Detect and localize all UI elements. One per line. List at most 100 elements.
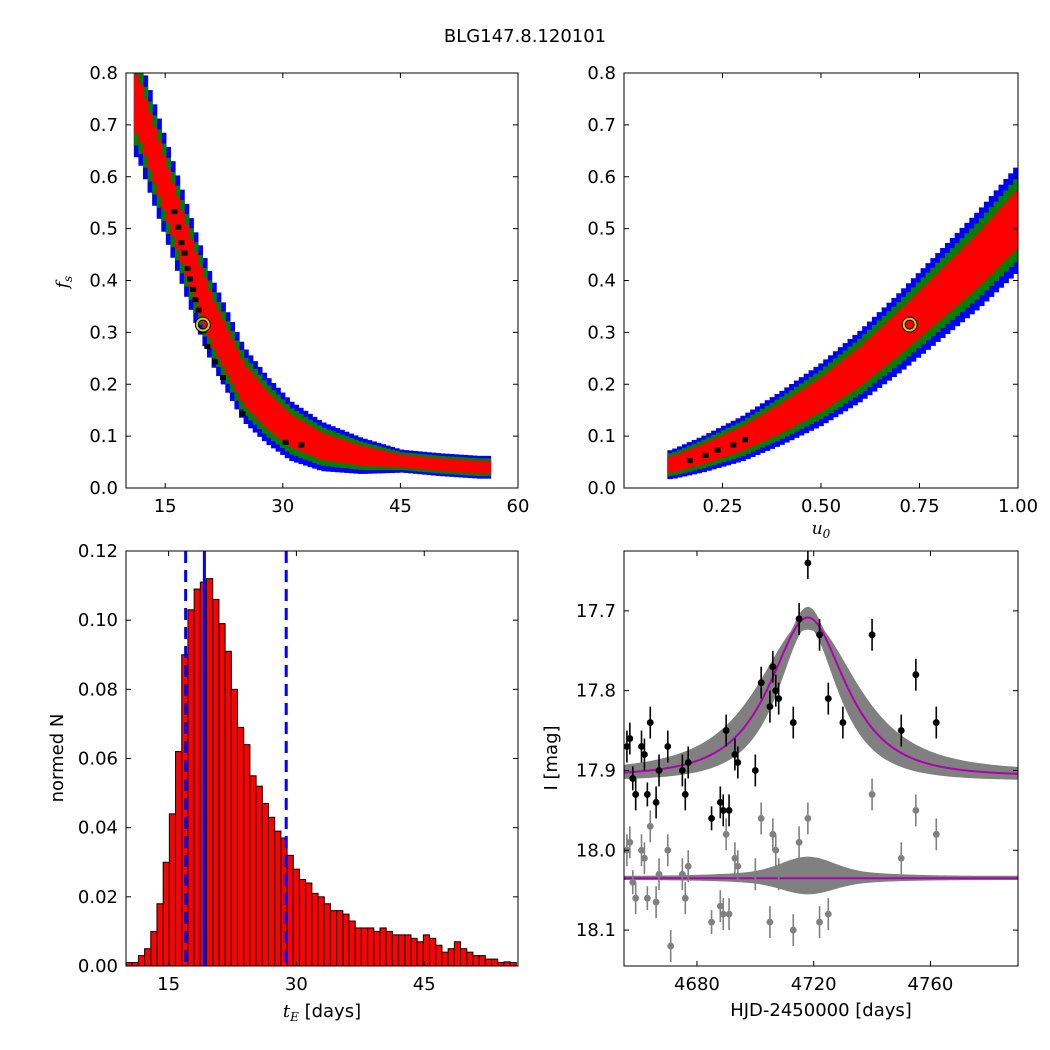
histogram-bar <box>460 948 468 966</box>
data-point <box>751 767 759 774</box>
contour-cell <box>1013 191 1018 251</box>
figure-title: BLG147.8.120101 <box>444 26 606 47</box>
data-point <box>912 671 920 679</box>
peak-cell <box>742 437 749 443</box>
contour-cell <box>959 249 966 301</box>
histogram-bar <box>218 623 226 966</box>
residuals-point <box>725 910 733 918</box>
residuals-point <box>769 830 777 838</box>
residuals-point <box>716 902 724 910</box>
contour-cell <box>998 207 1004 265</box>
residuals-point <box>795 838 803 846</box>
panel4-ylabel: I [mag] <box>541 725 562 790</box>
contour-cell <box>979 229 985 284</box>
contour-cell <box>944 263 951 314</box>
y-tick-label: 0.04 <box>78 818 118 839</box>
contour-cell <box>344 441 350 464</box>
x-tick-label: 30 <box>285 974 308 995</box>
histogram-bar <box>206 578 214 966</box>
histogram-bar <box>311 892 319 966</box>
contour-cell <box>335 438 341 463</box>
y-tick-label: 0.10 <box>78 610 118 631</box>
residuals-point <box>751 870 759 878</box>
data-point <box>719 806 727 814</box>
histogram-bar <box>237 726 245 966</box>
residuals-point <box>641 854 648 862</box>
contour-cell <box>380 450 386 467</box>
x-tick-label: 0.75 <box>899 496 939 517</box>
contour-cell <box>207 290 213 339</box>
data-point <box>646 719 654 726</box>
contour-cell <box>257 382 263 422</box>
residuals-point <box>664 846 672 854</box>
data-point <box>816 631 823 639</box>
y-tick-label: 0.4 <box>89 271 118 292</box>
residuals-point <box>897 854 905 862</box>
contour-cell <box>188 238 194 290</box>
contour-cell <box>725 432 732 456</box>
data-point <box>839 719 847 726</box>
contour-cell <box>357 445 364 466</box>
histogram-bar <box>187 609 195 966</box>
histogram-bar <box>354 927 362 966</box>
x-tick-label: 15 <box>157 974 180 995</box>
contour-cell <box>789 396 795 428</box>
histogram-bar <box>243 744 251 966</box>
histogram-bar <box>261 802 269 966</box>
histogram-bar <box>509 962 517 966</box>
y-tick-label: 0.1 <box>587 426 616 447</box>
histogram-bar <box>336 910 344 966</box>
data-point <box>772 687 780 695</box>
model-uncertainty-band <box>624 606 1018 780</box>
histogram-bar <box>292 868 300 966</box>
panel-tE-histogram: 15 30 45 0.00 0.02 0.04 0.06 0.08 0.10 0.12 norme… <box>47 541 519 1024</box>
y-tick-label: 0.3 <box>587 322 616 343</box>
y-tick-label: 17.7 <box>576 601 616 622</box>
contour-cell <box>677 453 683 471</box>
contour-cell <box>759 414 766 442</box>
residuals-point <box>626 838 634 846</box>
contour-cell <box>307 425 313 456</box>
residuals-point <box>678 870 686 878</box>
histogram-bar <box>267 816 276 966</box>
y-tick-label: 0.7 <box>89 115 118 136</box>
contour-cell <box>303 423 309 454</box>
contour-cell <box>376 449 382 467</box>
contour-cell <box>920 287 927 335</box>
panel4-xlabel: HJD-2450000 [days] <box>730 1000 912 1021</box>
best-fit-marker-inner <box>902 317 917 332</box>
contour-cell <box>426 457 432 470</box>
contour-cell <box>271 397 277 434</box>
contour-cell <box>289 415 295 448</box>
contour-cell <box>321 433 327 461</box>
x-tick-label: 1.00 <box>998 496 1038 517</box>
data-point <box>629 775 637 782</box>
residuals-point <box>629 878 637 886</box>
contour-cell <box>220 320 226 366</box>
contour-cell <box>706 441 712 463</box>
data-point <box>897 727 905 734</box>
data-point <box>731 751 739 758</box>
residuals-point <box>646 822 654 830</box>
contour-cell <box>993 213 1000 270</box>
contour-cell <box>293 417 300 450</box>
panel-fs-vs-tE: 15 30 45 60 0.0 0.1 0.2 0.3 0.4 0.5 0.6 0.7 0.8 fs <box>53 63 529 517</box>
y-tick-label: 0.08 <box>78 679 118 700</box>
data-point <box>681 791 689 798</box>
contour-cell <box>234 349 240 392</box>
contour-cell <box>886 320 892 364</box>
contour-cell <box>367 447 373 467</box>
contour-cell <box>832 366 839 403</box>
contour-cell <box>949 258 956 310</box>
residuals-point <box>789 926 797 934</box>
contour-cell <box>389 452 396 468</box>
contour-cell <box>339 439 345 463</box>
contour-cell <box>681 451 688 470</box>
contour-cell <box>764 411 771 440</box>
peak-cell <box>187 276 194 282</box>
contour-cell <box>852 350 858 390</box>
histogram-bar <box>126 962 133 966</box>
contour-cell <box>964 244 970 297</box>
contour-cell <box>1003 202 1009 260</box>
y-tick-label: 0.6 <box>89 167 118 188</box>
